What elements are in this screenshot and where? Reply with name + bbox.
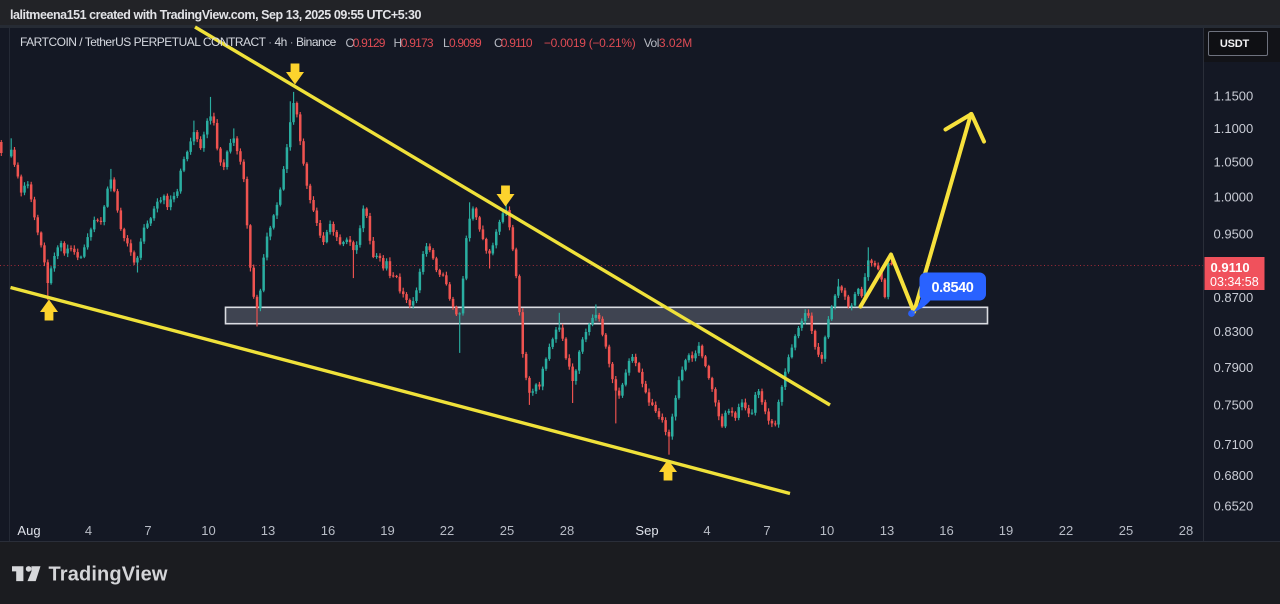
svg-text:4: 4 bbox=[85, 523, 92, 538]
svg-text:16: 16 bbox=[321, 523, 335, 538]
svg-text:13: 13 bbox=[261, 523, 275, 538]
svg-text:0.8300: 0.8300 bbox=[1214, 324, 1254, 339]
svg-text:1.1000: 1.1000 bbox=[1214, 121, 1254, 136]
svg-text:13: 13 bbox=[880, 523, 894, 538]
svg-text:03:34:58: 03:34:58 bbox=[1210, 275, 1259, 289]
svg-text:10: 10 bbox=[201, 523, 215, 538]
svg-text:7: 7 bbox=[144, 523, 151, 538]
svg-text:19: 19 bbox=[380, 523, 394, 538]
svg-text:28: 28 bbox=[560, 523, 574, 538]
svg-text:0.6800: 0.6800 bbox=[1214, 468, 1254, 483]
svg-text:22: 22 bbox=[440, 523, 454, 538]
svg-text:TradingView: TradingView bbox=[49, 564, 168, 586]
svg-text:25: 25 bbox=[1119, 523, 1133, 538]
svg-text:0.7500: 0.7500 bbox=[1214, 397, 1254, 412]
svg-text:10: 10 bbox=[820, 523, 834, 538]
svg-text:0.9110: 0.9110 bbox=[1211, 260, 1250, 275]
svg-text:0.8700: 0.8700 bbox=[1214, 290, 1254, 305]
svg-text:22: 22 bbox=[1059, 523, 1073, 538]
svg-text:Aug: Aug bbox=[17, 523, 40, 538]
svg-text:Sep: Sep bbox=[635, 523, 658, 538]
svg-text:19: 19 bbox=[999, 523, 1013, 538]
svg-text:0.7100: 0.7100 bbox=[1214, 437, 1254, 452]
svg-text:7: 7 bbox=[763, 523, 770, 538]
svg-text:4: 4 bbox=[703, 523, 710, 538]
svg-text:1.0500: 1.0500 bbox=[1214, 154, 1254, 169]
svg-text:1.0000: 1.0000 bbox=[1214, 190, 1254, 205]
svg-text:1.1500: 1.1500 bbox=[1214, 89, 1254, 104]
svg-text:16: 16 bbox=[939, 523, 953, 538]
svg-text:0.7900: 0.7900 bbox=[1214, 360, 1254, 375]
svg-text:28: 28 bbox=[1179, 523, 1193, 538]
svg-text:0.8540: 0.8540 bbox=[932, 280, 974, 296]
svg-text:0.6520: 0.6520 bbox=[1214, 498, 1254, 513]
svg-text:0.9500: 0.9500 bbox=[1214, 227, 1254, 242]
svg-text:25: 25 bbox=[500, 523, 514, 538]
